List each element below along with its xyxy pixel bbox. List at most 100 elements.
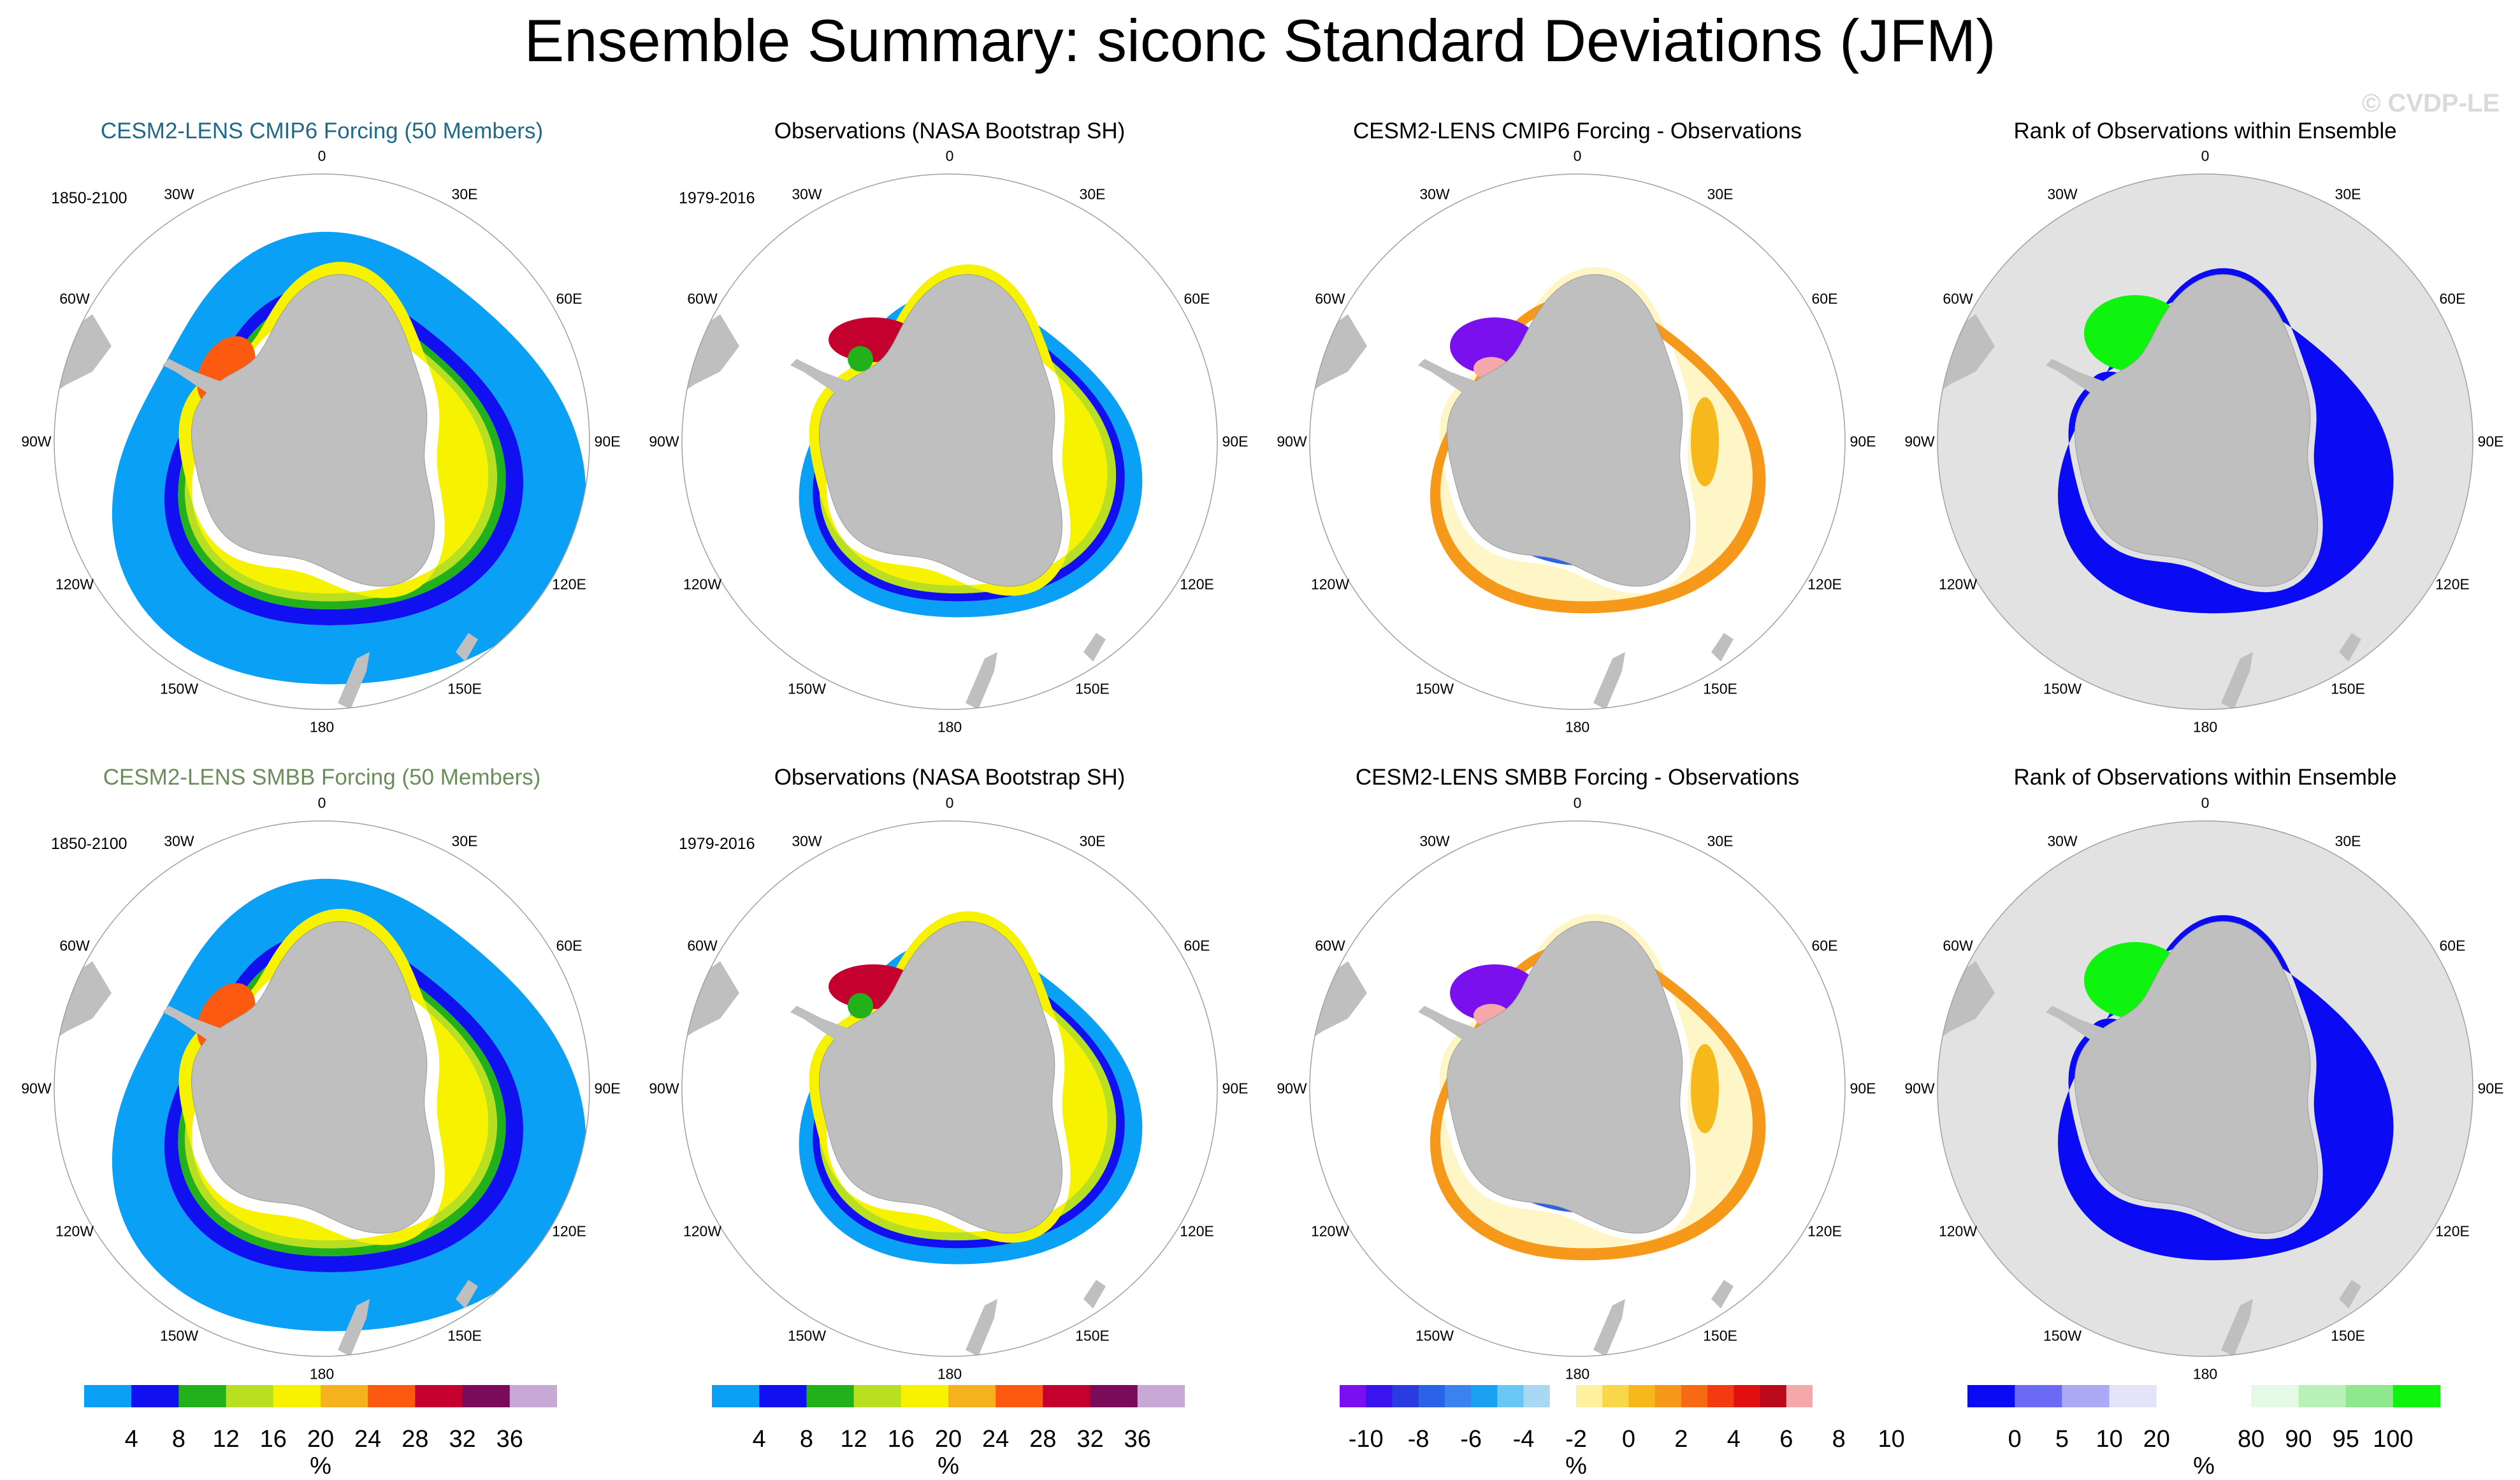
colorbar-tick-label: -2 [1565,1426,1587,1453]
longitude-label: 90W [21,433,52,450]
map-boundary [681,173,1218,710]
longitude-label: 150E [2331,680,2365,697]
longitude-label: 90W [1277,1080,1307,1097]
colorbar-swatch [1137,1385,1185,1407]
tasmania-landmass [456,1280,478,1309]
colorbar-tick-label: 20 [307,1426,335,1453]
colorbar-1: 4 8 12 16 20 24 28 32 36% [84,1385,557,1479]
longitude-label: 150W [159,680,199,697]
longitude-label: 180 [1565,1365,1590,1382]
antarctic-peninsula [1418,359,1475,397]
longitude-label: 150W [2043,680,2082,697]
colorbar-tick-label: 20 [2143,1426,2170,1453]
colorbar-swatches [1967,1385,2440,1407]
longitude-label: 30E [1707,832,1734,850]
map-content [1310,821,1845,1356]
colorbar-swatch [1497,1385,1524,1407]
colorbar-swatch [1444,1385,1472,1407]
longitude-label: 60E [1811,290,1838,307]
map-boundary [681,820,1218,1357]
colorbar-tick-label: 0 [2008,1426,2022,1453]
longitude-label: 30W [1419,832,1450,850]
longitude-label: 30E [2335,185,2361,203]
colorbar-swatches [1340,1385,1813,1407]
colorbar-swatch [806,1385,855,1407]
colorbar-tick-label: 2 [1674,1426,1688,1453]
colorbar-tick-label: 12 [840,1426,867,1453]
colorbar-tick-label: 8 [171,1426,185,1453]
map-boundary [54,173,590,710]
antarctic-peninsula [2046,1006,2103,1044]
colorbar-swatches [84,1385,557,1407]
longitude-label: 0 [317,794,326,811]
colorbar-swatch [2109,1385,2157,1407]
colorbar-tick-label: 5 [2055,1426,2069,1453]
colorbar-swatch [226,1385,274,1407]
longitude-label: 30E [1079,832,1106,850]
colorbar-tick-label: 0 [1621,1426,1636,1453]
colorbar-tick-label: -10 [1348,1426,1384,1453]
longitude-label: 60W [1943,937,1973,954]
map-row2-panel2 [681,820,1218,1357]
colorbar-swatch [1418,1385,1445,1407]
colorbar-swatch [1366,1385,1393,1407]
colorbar-swatch [853,1385,902,1407]
tasmania-landmass [1711,633,1734,662]
antarctic-peninsula [790,1006,848,1044]
colorbar-swatch [509,1385,557,1407]
map-content [1937,821,2473,1356]
map-row2-panel4 [1937,820,2473,1357]
colorbar-tick-label: 80 [2238,1426,2265,1453]
tasmania-landmass [1083,633,1106,662]
field-band-20pct [178,261,489,599]
longitude-label: 120W [1310,1222,1350,1240]
new-zealand-landmass [2221,652,2253,709]
colorbar-swatch [368,1385,416,1407]
colorbar-3: -10 -8 -6 -4 -2 0 2 4 6 8 10% [1340,1385,1905,1479]
longitude-label: 90E [2477,433,2504,450]
longitude-label: 0 [1573,794,1582,811]
colorbar-swatch [2251,1385,2299,1407]
field-band-20pct [178,908,489,1245]
colorbar-swatch [759,1385,807,1407]
longitude-label: 150W [1415,680,1454,697]
colorbar-swatch [2015,1385,2062,1407]
longitude-label: 120W [55,576,94,593]
longitude-label: 150E [1703,1327,1737,1344]
map-row1-panel1 [54,173,590,710]
colorbar-swatch [1707,1385,1734,1407]
longitude-label: 120E [1180,576,1214,593]
colorbar-tick-label: -4 [1512,1426,1535,1453]
date-range-row2-panel1: 1850-2100 [51,835,127,853]
antarctic-peninsula [163,359,220,397]
longitude-label: 120W [683,1222,722,1240]
longitude-label: 60W [1943,290,1973,307]
tasmania-landmass [2339,1280,2361,1309]
new-zealand-landmass [966,1299,997,1356]
colorbar-tick-label: 36 [1124,1426,1151,1453]
map-content [682,174,1217,709]
colorbar-swatch [321,1385,368,1407]
new-zealand-landmass [1593,652,1625,709]
map-boundary [1309,820,1846,1357]
longitude-label: 180 [2192,1365,2218,1382]
panel-title-row1-panel1: CESM2-LENS CMIP6 Forcing (50 Members) [100,119,544,143]
longitude-label: 30E [451,185,478,203]
colorbar-swatch [1576,1385,1603,1407]
colorbar-swatches [712,1385,1185,1407]
map-row1-panel2 [681,173,1218,710]
colorbar-2: 4 8 12 16 20 24 28 32 36% [712,1385,1185,1479]
field-positive-east [1691,397,1719,486]
longitude-label: 60E [556,937,583,954]
longitude-label: 30W [792,832,822,850]
longitude-label: 120E [2435,576,2470,593]
longitude-label: 90W [649,433,679,450]
longitude-label: 60E [2439,937,2466,954]
tasmania-landmass [2339,633,2361,662]
longitude-label: 30E [1079,185,1106,203]
longitude-label: 150W [159,1327,199,1344]
colorbar-swatch [1471,1385,1498,1407]
longitude-label: 90W [1904,1080,1935,1097]
longitude-label: 90E [1222,1080,1249,1097]
